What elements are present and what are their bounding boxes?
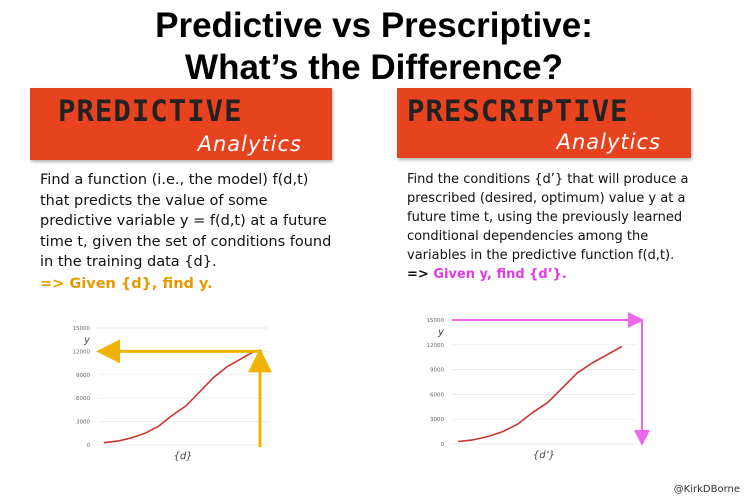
rule: => Given {d}, find y. [40, 276, 213, 292]
y-tick-label: 0 [87, 443, 91, 449]
y-tick-label: 6000 [430, 392, 444, 398]
body-line: in the training data {d}. [40, 254, 217, 270]
rule-prefix: => [407, 267, 429, 282]
y-tick-label: 9000 [76, 373, 90, 379]
y-tick-label: 12000 [427, 343, 445, 349]
body-text: Find the conditions {d’} that will produ… [407, 170, 688, 265]
rule: => Given y, find {d’}. [407, 267, 567, 282]
rule-text: Given {d}, find y. [69, 276, 213, 292]
credit: @KirkDBorne [673, 484, 740, 495]
banner: PREDICTIVE Analytics [30, 88, 332, 160]
body-line: time t, given the set of conditions foun… [40, 233, 332, 250]
banner-sub: Analytics [556, 130, 661, 154]
banner-heading: PRESCRIPTIVE [407, 94, 629, 128]
y-axis-label: y [437, 327, 445, 338]
data-line [457, 345, 623, 443]
y-tick-label: 0 [441, 442, 445, 448]
banner-heading: PREDICTIVE [58, 94, 243, 128]
body-line: Find the conditions {d’} that will produ… [407, 172, 689, 187]
data-line [103, 350, 255, 444]
y-tick-label: 3000 [430, 417, 444, 423]
y-tick-label: 3000 [76, 420, 90, 426]
body-line: future time t, using the previously lear… [407, 210, 683, 225]
title: Predictive vs Prescriptive: [155, 6, 593, 45]
banner-sub: Analytics [197, 132, 302, 156]
y-tick-label: 15000 [73, 326, 91, 332]
body-line: Find a function (i.e., the model) f(d,t) [40, 172, 309, 188]
body-line: variables in the predictive function f(d… [407, 248, 675, 263]
body-text: Find a function (i.e., the model) f(d,t)… [40, 170, 331, 273]
y-tick-label: 15000 [427, 318, 445, 324]
y-tick-label: 9000 [430, 368, 444, 374]
x-axis-label: {d’} [533, 450, 555, 461]
x-axis-label: {d} [173, 451, 192, 462]
body-line: predictive variable y = f(d,t) at a futu… [40, 213, 327, 229]
banner: PRESCRIPTIVE Analytics [397, 88, 691, 158]
y-tick-label: 6000 [76, 396, 90, 402]
y-axis-label: y [83, 335, 91, 346]
rule-prefix: => [40, 276, 65, 292]
rule-text: Given y, find {d’}. [433, 267, 567, 282]
y-tick-label: 12000 [73, 349, 91, 355]
body-line: prescribed (desired, optimum) value y at… [407, 191, 686, 206]
body-line: conditional dependencies among the [407, 229, 649, 244]
body-line: that predicts the value of some [40, 192, 268, 209]
title: What’s the Difference? [185, 48, 563, 87]
